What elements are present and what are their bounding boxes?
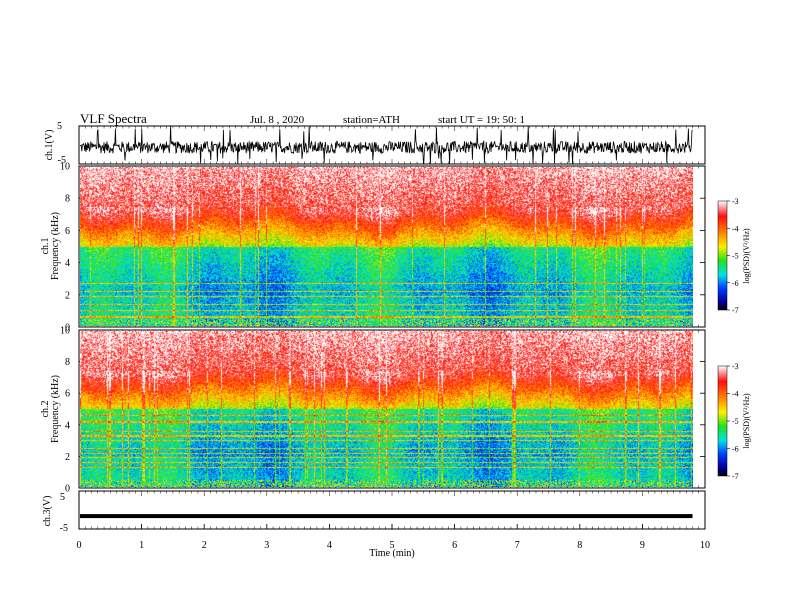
ch2-spectrogram-image xyxy=(80,331,693,487)
header-date: Jul. 8 , 2020 xyxy=(250,114,305,126)
colorbar-tick-label: -5 xyxy=(732,417,739,426)
ch1-ylabel: ch.1(V) xyxy=(44,130,55,161)
frequency-tick-label: 2 xyxy=(65,452,70,463)
ch2-colorbar-label: log(PSD)(V²/Hz) xyxy=(742,393,751,449)
colorbar-tick-label: -6 xyxy=(732,279,739,288)
time-tick-label: 3 xyxy=(264,540,269,551)
ch1-spec-ylabel: Frequency (kHz) xyxy=(50,212,61,280)
ch1-spec-ylabel-top: ch.1 xyxy=(40,238,51,255)
frequency-tick-label: 8 xyxy=(65,194,70,205)
time-tick-label: 7 xyxy=(515,540,520,551)
time-tick-label: 4 xyxy=(327,540,332,551)
frequency-tick-label: 2 xyxy=(65,290,70,301)
ch3-trace xyxy=(80,514,693,519)
ch2-spec-ylabel-top: ch.2 xyxy=(40,401,51,418)
frequency-tick-label: 4 xyxy=(65,420,70,431)
ch1-spectrogram-image xyxy=(80,167,693,326)
figure-title: VLF Spectra xyxy=(80,111,147,126)
frequency-tick-label: 6 xyxy=(65,389,70,400)
time-tick-label: 2 xyxy=(202,540,207,551)
colorbar-tick-label: -3 xyxy=(732,362,739,371)
time-tick-label: 5 xyxy=(390,540,395,551)
ch2-spec-ylabel: Frequency (kHz) xyxy=(50,375,61,443)
ch1-ytick-top: 5 xyxy=(57,121,62,132)
header-station: station=ATH xyxy=(343,114,400,126)
ch1-colorbar-label: log(PSD)(V²/Hz) xyxy=(742,228,751,284)
ch3-ytick-bottom: -5 xyxy=(60,523,68,534)
frequency-tick-label: 0 xyxy=(65,484,70,495)
frequency-tick-label: 8 xyxy=(65,357,70,368)
colorbar-tick-label: -4 xyxy=(732,224,739,233)
colorbar-tick-label: -6 xyxy=(732,445,739,454)
frequency-tick-label: 10 xyxy=(60,326,70,337)
ch1-waveform-panel: 5 -5 ch.1(V) xyxy=(44,121,706,166)
colorbar-tick-label: -7 xyxy=(732,472,739,481)
frequency-tick-label: 6 xyxy=(65,226,70,237)
colorbar-tick-label: -5 xyxy=(732,252,739,261)
colorbar-tick-label: -3 xyxy=(732,197,739,206)
time-tick-label: 0 xyxy=(77,540,82,551)
colorbar-tick-label: -7 xyxy=(732,306,739,315)
ch3-waveform-panel: 5 -5 ch.3(V) 0 1 2 3 4 5 6 7 8 9 10 Time (min) xyxy=(42,490,710,559)
ch3-ylabel: ch.3(V) xyxy=(42,496,53,527)
time-axis-label: Time (min) xyxy=(369,548,414,559)
ch1-trace xyxy=(79,126,693,165)
ch1-colorbar: -3 -4 -5 -6 -7 log(PSD)(V²/Hz) xyxy=(717,197,751,315)
colorbar-tick-label: -4 xyxy=(732,390,739,399)
ch2-colorbar: -3 -4 -5 -6 -7 log(PSD)(V²/Hz) xyxy=(717,362,751,481)
frequency-tick-label: 4 xyxy=(65,258,70,269)
frequency-tick-label: 0 xyxy=(65,323,70,334)
time-tick-label: 8 xyxy=(577,540,582,551)
time-axis: 0 1 2 3 4 5 6 7 8 9 10 xyxy=(77,524,710,551)
time-tick-label: 1 xyxy=(139,540,144,551)
ch3-ytick-top: 5 xyxy=(60,492,65,503)
time-tick-label: 6 xyxy=(452,540,457,551)
frequency-tick-label: 10 xyxy=(60,162,70,173)
header-start-time: start UT = 19: 50: 1 xyxy=(438,114,525,126)
ch1-ytick-bottom: -5 xyxy=(58,155,66,166)
time-tick-label: 10 xyxy=(700,540,710,551)
time-tick-label: 9 xyxy=(640,540,645,551)
